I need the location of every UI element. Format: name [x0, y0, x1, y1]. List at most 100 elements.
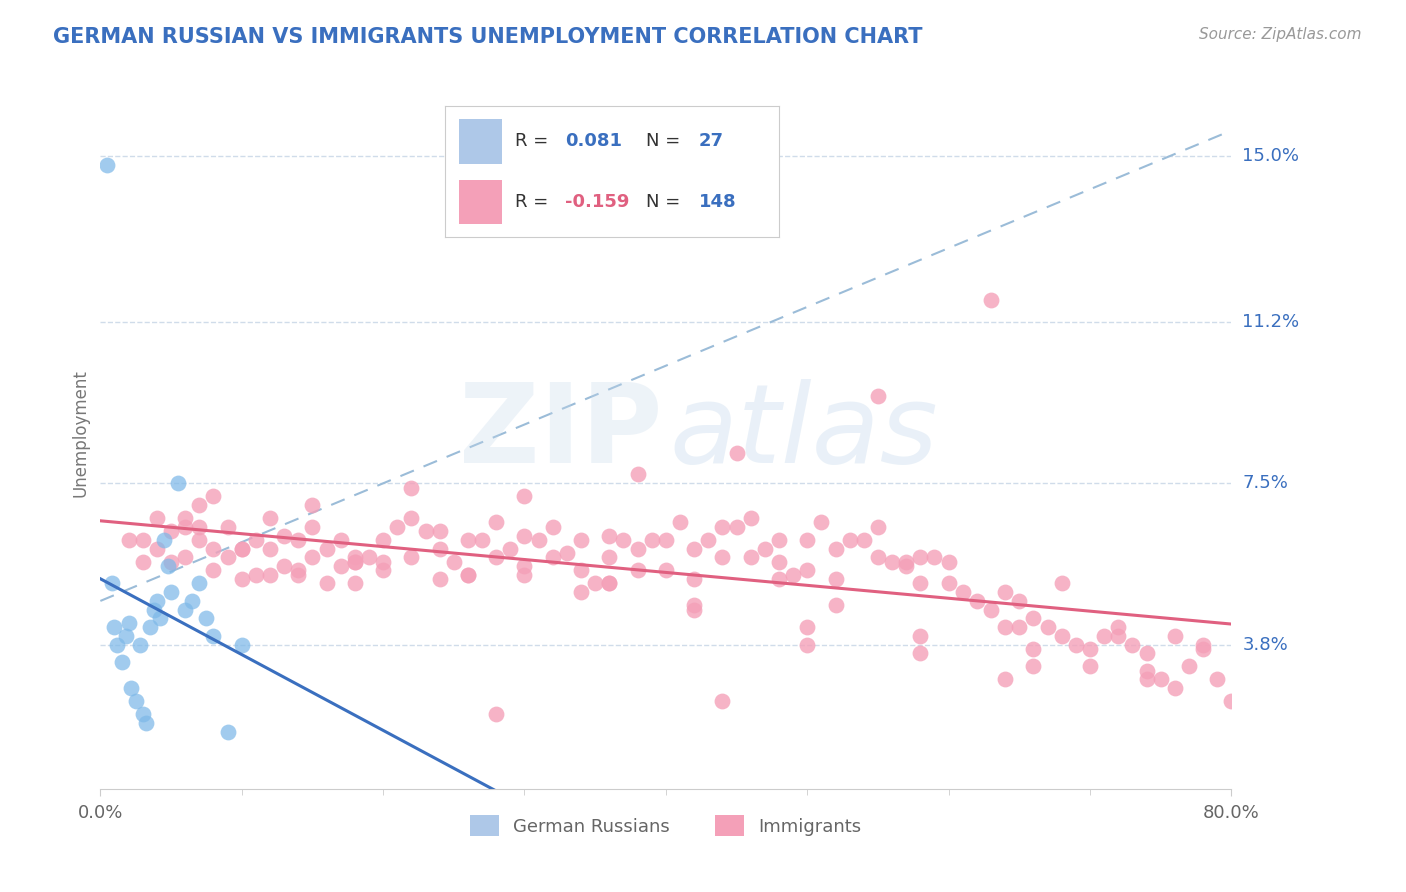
Point — [259, 567, 281, 582]
Point — [768, 533, 790, 547]
Point — [287, 567, 309, 582]
Point — [1206, 673, 1229, 687]
Point — [1150, 673, 1173, 687]
Point — [429, 524, 451, 538]
Point — [910, 629, 932, 643]
Point — [711, 550, 734, 565]
Point — [612, 533, 634, 547]
Point — [371, 563, 394, 577]
Point — [754, 541, 776, 556]
Point — [1135, 646, 1157, 660]
Point — [924, 550, 946, 565]
Point — [711, 694, 734, 708]
Point — [598, 528, 620, 542]
Point — [569, 585, 592, 599]
Point — [287, 533, 309, 547]
Point — [711, 520, 734, 534]
Point — [838, 533, 860, 547]
Point — [910, 576, 932, 591]
Point — [132, 707, 155, 722]
Point — [100, 576, 122, 591]
Text: 7.5%: 7.5% — [1243, 475, 1288, 492]
Point — [740, 511, 762, 525]
Point — [626, 467, 648, 482]
Point — [457, 533, 479, 547]
Point — [202, 541, 225, 556]
Point — [188, 520, 211, 534]
Point — [160, 524, 183, 538]
Point — [725, 520, 748, 534]
Point — [740, 550, 762, 565]
Point — [513, 567, 536, 582]
Point — [96, 158, 118, 172]
Point — [160, 555, 183, 569]
Point — [471, 533, 494, 547]
Point — [401, 481, 423, 495]
Point — [157, 559, 180, 574]
Point — [231, 638, 253, 652]
Point — [217, 550, 239, 565]
Point — [683, 599, 706, 613]
Point — [301, 520, 323, 534]
Point — [896, 559, 918, 574]
Point — [796, 620, 818, 634]
Point — [896, 555, 918, 569]
Point — [1022, 659, 1045, 673]
Point — [994, 585, 1017, 599]
Point — [357, 550, 380, 565]
Point — [174, 511, 197, 525]
Point — [966, 594, 988, 608]
Point — [153, 533, 176, 547]
Point — [105, 638, 128, 652]
Point — [217, 724, 239, 739]
Point — [371, 533, 394, 547]
Point — [125, 694, 148, 708]
Point — [980, 602, 1002, 616]
Point — [195, 611, 218, 625]
Point — [415, 524, 437, 538]
Point — [117, 615, 139, 630]
Point — [188, 498, 211, 512]
Point — [938, 576, 960, 591]
Point — [231, 572, 253, 586]
Point — [315, 541, 337, 556]
Point — [301, 550, 323, 565]
Point — [287, 563, 309, 577]
Point — [796, 638, 818, 652]
Point — [1164, 629, 1187, 643]
Text: 3.8%: 3.8% — [1243, 636, 1288, 654]
Point — [273, 559, 295, 574]
Point — [598, 576, 620, 591]
Point — [1078, 642, 1101, 657]
Point — [202, 629, 225, 643]
Point — [1036, 620, 1059, 634]
Point — [217, 520, 239, 534]
Point — [810, 516, 832, 530]
Point — [485, 550, 508, 565]
Point — [457, 567, 479, 582]
Point — [1192, 642, 1215, 657]
Legend: German Russians, Immigrants: German Russians, Immigrants — [463, 808, 869, 844]
Point — [725, 445, 748, 459]
Point — [1092, 629, 1115, 643]
Point — [343, 555, 366, 569]
Point — [202, 563, 225, 577]
Point — [513, 528, 536, 542]
Point — [1022, 611, 1045, 625]
Point — [683, 541, 706, 556]
Point — [994, 673, 1017, 687]
Point — [457, 567, 479, 582]
Point — [202, 489, 225, 503]
Text: ZIP: ZIP — [460, 379, 662, 486]
Point — [499, 541, 522, 556]
Point — [1022, 642, 1045, 657]
Point — [371, 555, 394, 569]
Point — [139, 620, 162, 634]
Y-axis label: Unemployment: Unemployment — [72, 369, 89, 497]
Point — [443, 555, 465, 569]
Point — [513, 489, 536, 503]
Point — [1107, 620, 1129, 634]
Point — [626, 563, 648, 577]
Point — [1178, 659, 1201, 673]
Point — [174, 550, 197, 565]
